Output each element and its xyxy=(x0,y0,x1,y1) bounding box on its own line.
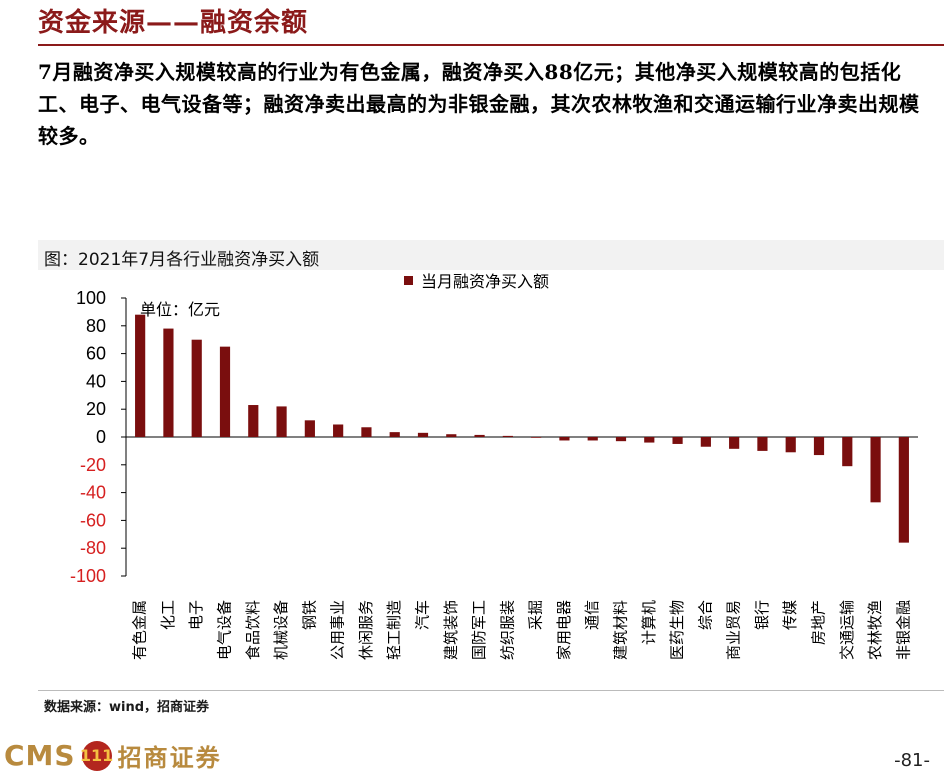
bar xyxy=(276,406,287,437)
y-tick-label: -100 xyxy=(70,566,106,586)
y-tick-label: -60 xyxy=(80,510,106,530)
bar xyxy=(898,437,909,543)
logo-cn-text: 招商证券 xyxy=(117,743,222,772)
x-category-label: 轻工制造 xyxy=(385,600,403,660)
bar xyxy=(333,424,344,437)
bar xyxy=(785,437,796,453)
bar xyxy=(163,328,174,437)
y-tick-label: 40 xyxy=(86,371,106,391)
x-category-label: 食品饮料 xyxy=(244,600,262,660)
summary-text: 7月融资净买入规模较高的行业为有色金属，融资净买入88亿元；其他净买入规模较高的… xyxy=(38,60,920,148)
bar xyxy=(672,437,683,444)
x-category-label: 建筑材料 xyxy=(612,600,630,660)
x-category-label: 家用电器 xyxy=(555,600,573,660)
bar xyxy=(813,437,825,456)
x-category-label: 计算机 xyxy=(640,600,658,645)
figure-caption: 图：2021年7月各行业融资净买入额 xyxy=(44,250,320,270)
bar xyxy=(304,420,315,437)
page-title: 资金来源——融资余额 xyxy=(38,8,309,38)
bar xyxy=(135,314,146,437)
x-category-label: 传媒 xyxy=(781,600,799,630)
bar xyxy=(700,437,711,447)
chart-unit-label: 单位：亿元 xyxy=(140,300,221,319)
x-category-label: 纺织服装 xyxy=(498,600,516,660)
logo-badge-icon: 111 xyxy=(80,740,113,771)
bar xyxy=(389,432,400,437)
x-category-label: 商业贸易 xyxy=(725,600,743,660)
bar xyxy=(559,437,570,441)
chart-legend: 当月融资净买入额 xyxy=(404,268,549,292)
title-divider xyxy=(38,44,944,46)
y-tick-label: 60 xyxy=(86,344,106,364)
bar xyxy=(474,434,485,437)
y-tick-label: 80 xyxy=(86,316,106,336)
bar xyxy=(446,434,457,437)
bar xyxy=(191,339,202,437)
bar xyxy=(615,437,627,442)
x-category-label: 建筑装饰 xyxy=(442,600,460,660)
x-category-label: 电气设备 xyxy=(216,600,234,660)
bar-chart: 100 80 60 40 20 0 -20 -40 -60 -80 -100 有色金属 化工 电子 电气设备… xyxy=(70,288,918,660)
y-tick-label: -20 xyxy=(80,455,106,475)
bar xyxy=(842,437,853,467)
data-source: 数据来源：wind，招商证券 xyxy=(44,700,210,715)
bar xyxy=(644,437,655,443)
x-category-label: 交通运输 xyxy=(838,600,856,660)
x-category-label: 通信 xyxy=(583,600,601,630)
bar xyxy=(219,346,231,437)
x-category-label: 化工 xyxy=(159,600,177,630)
x-category-label: 房地产 xyxy=(810,600,828,645)
x-category-label: 采掘 xyxy=(527,600,545,630)
y-tick-label: 100 xyxy=(76,288,106,308)
company-logo: CMS 111 招商证券 xyxy=(4,738,222,773)
x-category-label: 公用事业 xyxy=(329,600,347,660)
bar xyxy=(587,437,598,441)
legend-swatch xyxy=(404,275,413,285)
y-tick-label: -40 xyxy=(80,483,106,503)
x-category-label: 国防军工 xyxy=(470,600,488,660)
x-category-label: 非银金融 xyxy=(894,600,912,660)
x-category-label: 有色金属 xyxy=(131,600,149,660)
x-category-label: 休闲服务 xyxy=(357,600,375,660)
bar xyxy=(417,432,429,437)
x-category-label: 汽车 xyxy=(414,600,432,630)
page-number: -81- xyxy=(894,750,930,771)
bar xyxy=(729,437,740,449)
figure-header-band xyxy=(38,240,944,270)
y-tick-label: 0 xyxy=(96,427,106,447)
bar xyxy=(757,437,768,451)
x-category-label: 综合 xyxy=(696,600,714,630)
logo-cms-text: CMS xyxy=(4,739,76,772)
x-category-label: 医药生物 xyxy=(668,600,686,660)
legend-label: 当月融资净买入额 xyxy=(421,272,550,291)
y-tick-label: 20 xyxy=(86,399,106,419)
x-category-label: 银行 xyxy=(753,600,771,630)
y-tick-label: -80 xyxy=(80,538,106,558)
bar xyxy=(248,405,259,437)
bar xyxy=(870,437,881,503)
x-category-label: 电子 xyxy=(187,600,205,630)
x-category-label: 农林牧渔 xyxy=(866,600,884,660)
bar xyxy=(531,437,542,438)
x-category-label: 机械设备 xyxy=(272,600,290,660)
source-divider xyxy=(38,690,944,691)
bar xyxy=(502,435,513,437)
x-category-label: 钢铁 xyxy=(300,600,318,630)
bar xyxy=(361,427,372,437)
